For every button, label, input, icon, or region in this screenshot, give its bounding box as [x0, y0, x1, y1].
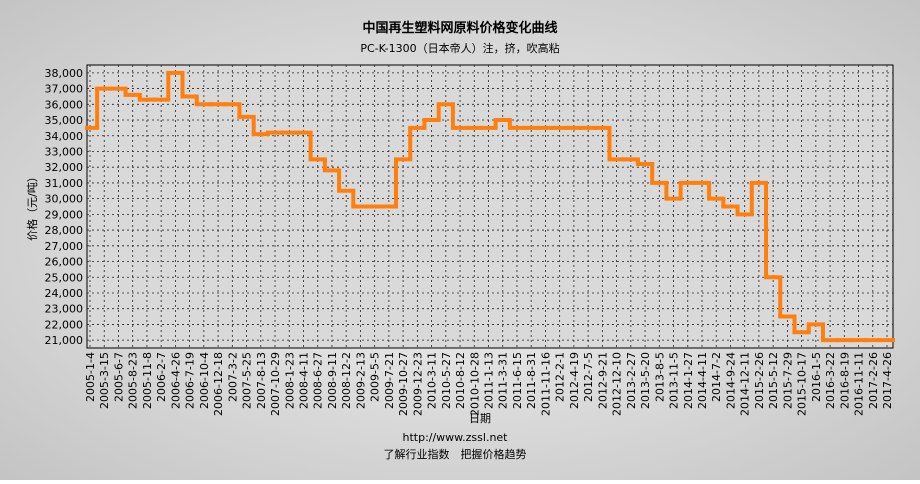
- x-tick-label: 2005-6-7: [112, 352, 125, 402]
- x-tick-label: 2006-2-7: [155, 352, 168, 402]
- y-tick-label: 24,000: [45, 287, 84, 300]
- x-tick-label: 2009-5-5: [369, 352, 382, 402]
- x-tick-label: 2012-2-1: [554, 352, 567, 402]
- y-tick-label: 31,000: [45, 177, 84, 190]
- chart-subtitle: PC-K-1300（日本帝人）注，挤，吹高粘: [360, 41, 559, 55]
- x-tick-label: 2015-5-12: [767, 352, 780, 409]
- x-tick-label: 2015-7-29: [781, 352, 794, 409]
- x-tick-label: 2015-10-17: [796, 352, 809, 416]
- y-tick-label: 32,000: [45, 161, 84, 174]
- x-tick-label: 2008-12-2: [340, 352, 353, 409]
- x-tick-label: 2010-8-12: [454, 352, 467, 409]
- x-tick-label: 2007-8-13: [255, 352, 268, 409]
- x-tick-label: 2013-11-5: [668, 352, 681, 409]
- y-tick-label: 35,000: [45, 114, 84, 127]
- x-tick-label: 2009-7-21: [383, 352, 396, 409]
- y-tick-label: 37,000: [45, 83, 84, 96]
- x-tick-label: 2008-4-11: [297, 352, 310, 409]
- x-tick-label: 2014-9-24: [724, 352, 737, 409]
- y-tick-label: 25,000: [45, 271, 84, 284]
- x-tick-label: 2011-1-13: [483, 352, 496, 409]
- x-tick-label: 2008-1-23: [283, 352, 296, 409]
- x-tick-label: 2014-7-2: [710, 352, 723, 402]
- x-tick-label: 2014-4-11: [696, 352, 709, 409]
- x-tick-label: 2005-1-4: [84, 352, 97, 402]
- x-tick-label: 2008-6-27: [312, 352, 325, 409]
- y-tick-label: 38,000: [45, 67, 84, 80]
- x-tick-label: 2007-5-25: [241, 352, 254, 409]
- x-tick-label: 2017-4-26: [881, 352, 894, 409]
- footer-url: http://www.zssl.net: [402, 431, 508, 444]
- x-tick-label: 2016-8-19: [838, 352, 851, 409]
- y-tick-label: 36,000: [45, 98, 84, 111]
- y-tick-label: 29,000: [45, 208, 84, 221]
- x-tick-label: 2011-6-15: [511, 352, 524, 409]
- y-tick-label: 27,000: [45, 240, 84, 253]
- x-tick-label: 2006-10-4: [198, 352, 211, 409]
- x-tick-label: 2014-1-27: [682, 352, 695, 409]
- y-tick-label: 23,000: [45, 303, 84, 316]
- x-tick-label: 2012-12-10: [611, 352, 624, 416]
- x-tick-label: 2014-12-11: [739, 352, 752, 416]
- x-tick-label: 2005-8-23: [127, 352, 140, 409]
- y-tick-label: 22,000: [45, 318, 84, 331]
- x-tick-label: 2007-10-29: [269, 352, 282, 416]
- x-tick-label: 2006-7-19: [184, 352, 197, 409]
- x-tick-label: 2010-5-27: [440, 352, 453, 409]
- x-tick-label: 2011-11-16: [539, 352, 552, 416]
- x-tick-label: 2011-8-31: [525, 352, 538, 409]
- x-tick-label: 2005-11-8: [141, 352, 154, 409]
- x-tick-label: 2017-2-26: [867, 352, 880, 409]
- x-tick-label: 2012-7-5: [582, 352, 595, 402]
- x-tick-label: 2009-2-13: [354, 352, 367, 409]
- x-tick-label: 2013-2-27: [625, 352, 638, 409]
- x-tick-label: 2016-1-5: [810, 352, 823, 402]
- y-tick-label: 28,000: [45, 224, 84, 237]
- footer-text: 了解行业指数 把握价格趋势: [384, 447, 527, 461]
- x-tick-label: 2009-10-27: [397, 352, 410, 416]
- x-tick-label: 2012-4-19: [568, 352, 581, 409]
- x-axis-label: 日期: [469, 412, 491, 425]
- plot-area: [86, 64, 894, 349]
- x-tick-label: 2009-12-23: [411, 352, 424, 416]
- y-tick-label: 21,000: [45, 334, 84, 347]
- x-tick-label: 2005-3-15: [98, 352, 111, 409]
- x-tick-label: 2011-3-31: [497, 352, 510, 409]
- x-tick-label: 2015-2-26: [753, 352, 766, 409]
- x-tick-label: 2012-9-21: [596, 352, 609, 409]
- y-tick-label: 34,000: [45, 130, 84, 143]
- x-tick-label: 2006-4-26: [169, 352, 182, 409]
- x-tick-label: 2008-9-11: [326, 352, 339, 409]
- x-tick-label: 2007-3-2: [226, 352, 239, 402]
- x-tick-label: 2016-3-22: [824, 352, 837, 409]
- chart-title: 中国再生塑料网原料价格变化曲线: [362, 20, 557, 36]
- y-tick-label: 30,000: [45, 193, 84, 206]
- y-axis-label: 价格（元/吨）: [25, 171, 39, 241]
- x-tick-label: 2013-5-20: [639, 352, 652, 409]
- x-tick-label: 2006-12-18: [212, 352, 225, 416]
- x-tick-label: 2013-8-5: [653, 352, 666, 402]
- x-tick-label: 2016-11-11: [853, 352, 866, 416]
- x-tick-label: 2010-3-11: [426, 352, 439, 409]
- x-tick-label: 2010-10-28: [468, 352, 481, 416]
- y-tick-label: 33,000: [45, 145, 84, 158]
- y-tick-label: 26,000: [45, 256, 84, 269]
